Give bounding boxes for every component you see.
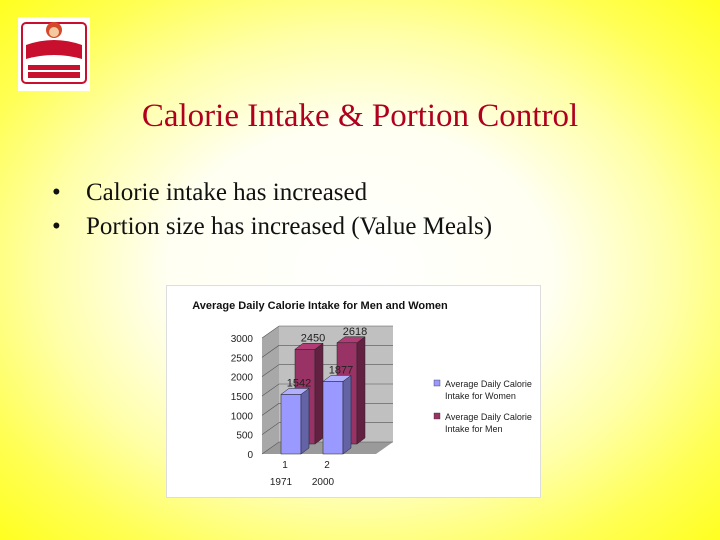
bar-side <box>300 387 310 455</box>
y-tick-label: 2000 <box>231 373 254 384</box>
bar-top <box>322 375 352 382</box>
bar-top <box>336 336 366 344</box>
bar-front <box>280 394 302 455</box>
chart-svg: Average Daily Calorie Intake for Men and… <box>166 285 541 498</box>
x-tick-year: 1971 <box>270 477 293 488</box>
wendys-logo-icon <box>18 17 90 91</box>
gridline <box>261 325 393 339</box>
data-label: 1877 <box>329 364 353 376</box>
data-label: 2450 <box>301 332 325 344</box>
bar-front <box>322 381 344 455</box>
bar-side <box>342 374 352 455</box>
bar-top <box>294 343 324 350</box>
x-tick-year: 2000 <box>312 477 335 488</box>
data-label: 1542 <box>287 377 311 389</box>
legend-label: Average Daily Calorie <box>445 379 532 389</box>
y-tick-label: 2500 <box>231 353 254 364</box>
bar-top <box>280 388 310 395</box>
bullet-text: Calorie intake has increased <box>86 179 368 206</box>
x-tick-label: 1 <box>282 460 288 471</box>
slide-title: Calorie Intake & Portion Control <box>141 98 579 134</box>
bullet-item: • Calorie intake has increased <box>52 176 492 210</box>
bar-side <box>314 342 324 445</box>
y-tick-label: 1500 <box>231 392 254 403</box>
bullet-dot: • <box>52 179 61 206</box>
y-tick-label: 0 <box>247 450 253 461</box>
wendys-logo <box>18 17 90 91</box>
bar-side <box>356 336 366 445</box>
legend-label: Average Daily Calorie <box>445 412 532 422</box>
bullet-list: • Calorie intake has increased • Portion s… <box>52 176 492 244</box>
bullet-text: Portion size has increased (Value Meals) <box>86 213 493 240</box>
x-tick-label: 2 <box>324 460 330 471</box>
y-tick-label: 1000 <box>231 411 254 422</box>
legend-label-line2: Intake for Men <box>445 424 503 434</box>
legend-swatch <box>433 379 441 387</box>
bullet-item: • Portion size has increased (Value Meals… <box>52 210 492 244</box>
legend-swatch <box>433 412 441 420</box>
y-tick-label: 3000 <box>231 334 254 345</box>
bullet-dot: • <box>52 213 61 240</box>
legend-label-line2: Intake for Women <box>445 391 516 401</box>
chart-title: Average Daily Calorie Intake for Men and… <box>192 300 448 312</box>
data-label: 2618 <box>343 326 367 338</box>
y-tick-label: 500 <box>236 431 253 442</box>
calorie-chart: Average Daily Calorie Intake for Men and… <box>166 285 541 498</box>
